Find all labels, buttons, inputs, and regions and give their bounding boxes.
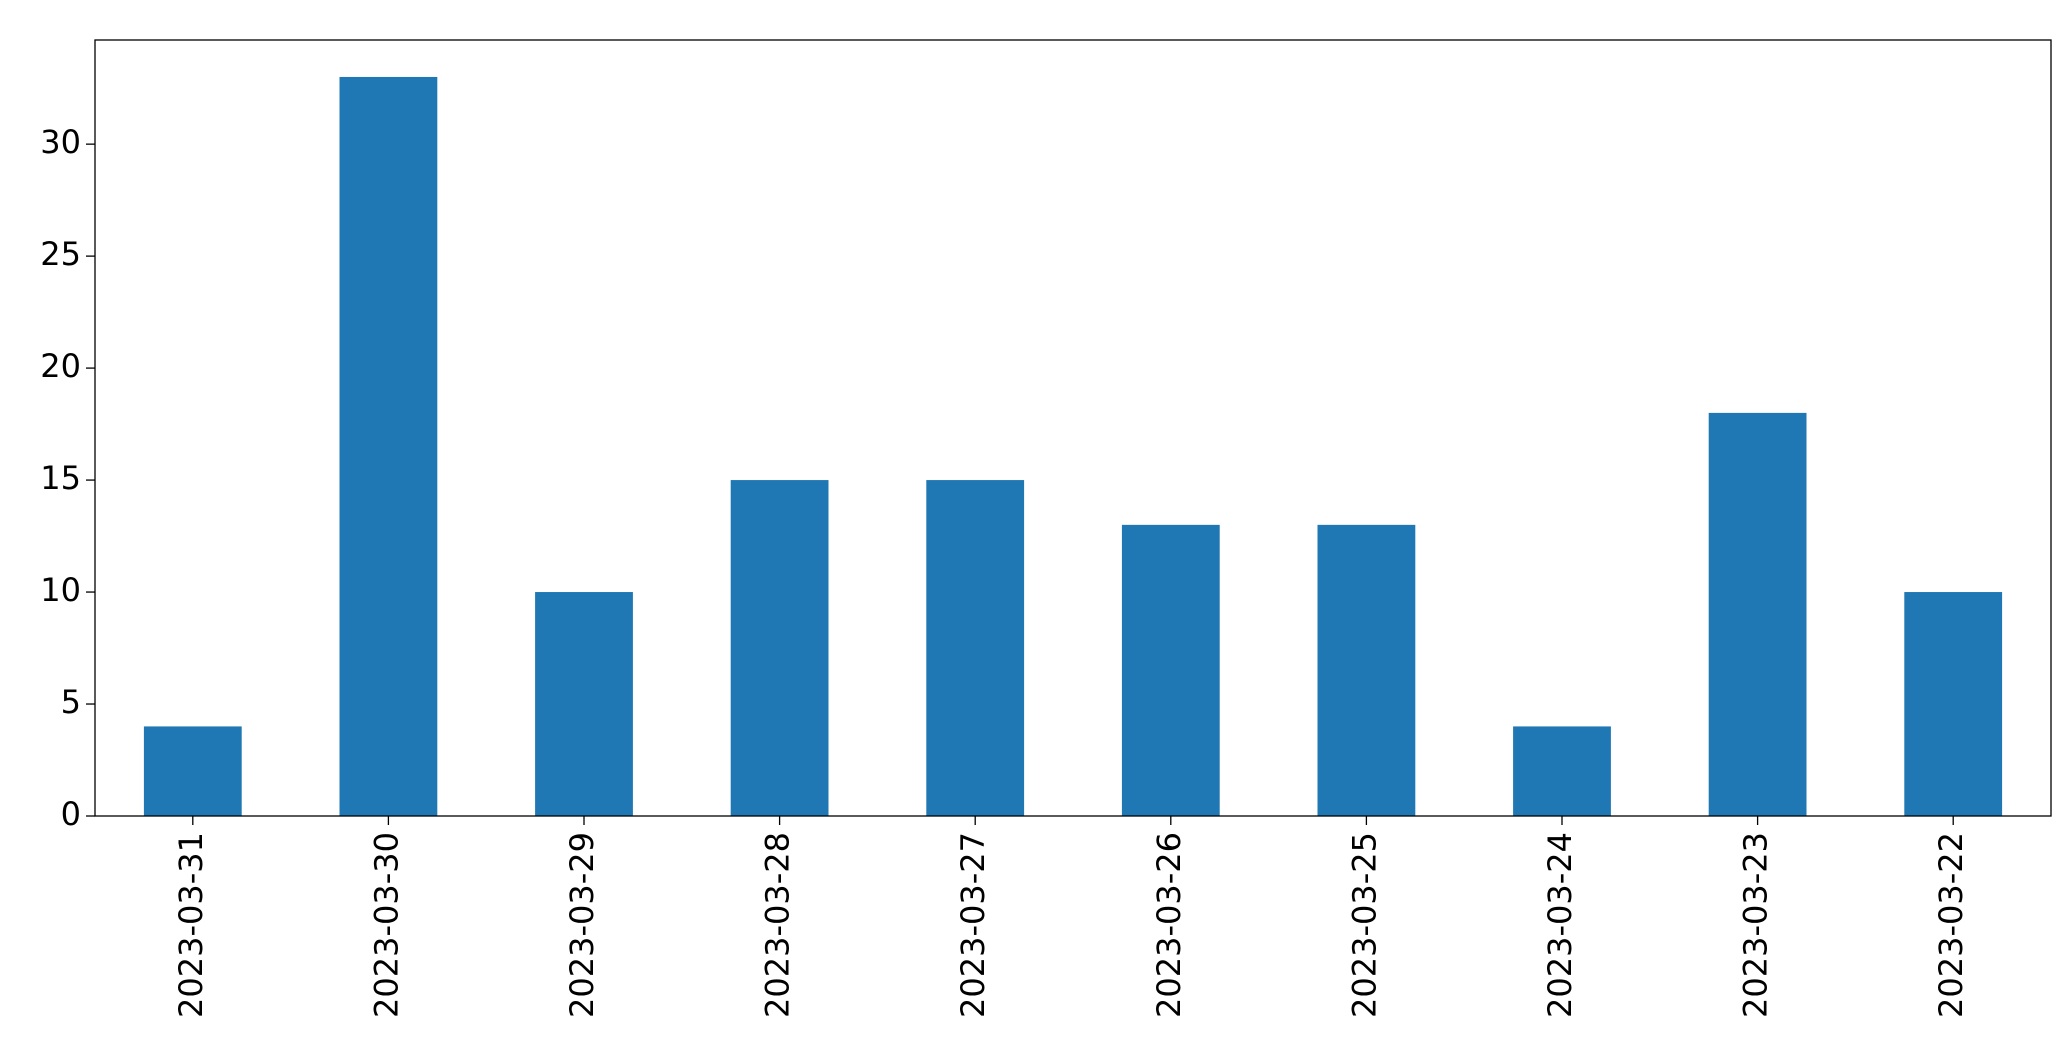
- bar: [535, 592, 633, 816]
- bar: [1904, 592, 2003, 816]
- axes-frame: [94, 39, 2052, 817]
- bar: [1708, 412, 1807, 816]
- bar: [339, 76, 438, 816]
- x-tick-label: 2023-03-23: [1737, 832, 1775, 1018]
- bar: [1121, 524, 1220, 816]
- x-tick-label: 2023-03-26: [1150, 832, 1188, 1018]
- x-tick-label: 2023-03-28: [759, 832, 797, 1018]
- y-tick-label: 20: [40, 347, 81, 385]
- y-tick-label: 10: [40, 571, 81, 609]
- x-tick-label: 2023-03-22: [1932, 832, 1970, 1018]
- x-tick-label: 2023-03-31: [172, 832, 210, 1018]
- bar: [730, 480, 829, 816]
- y-tick-label: 25: [40, 235, 81, 273]
- y-tick-label: 0: [61, 795, 81, 833]
- y-tick-label: 30: [40, 123, 81, 161]
- bar: [926, 480, 1025, 816]
- x-tick-label: 2023-03-25: [1345, 832, 1383, 1018]
- bar: [1317, 524, 1416, 816]
- x-tick-label: 2023-03-27: [954, 832, 992, 1018]
- bar: [143, 726, 242, 816]
- x-tick-label: 2023-03-29: [563, 832, 601, 1018]
- y-tick-label: 5: [61, 683, 81, 721]
- bar: [1513, 726, 1611, 816]
- x-tick-label: 2023-03-24: [1541, 832, 1579, 1018]
- x-tick-label: 2023-03-30: [367, 832, 405, 1018]
- y-tick-label: 15: [40, 459, 81, 497]
